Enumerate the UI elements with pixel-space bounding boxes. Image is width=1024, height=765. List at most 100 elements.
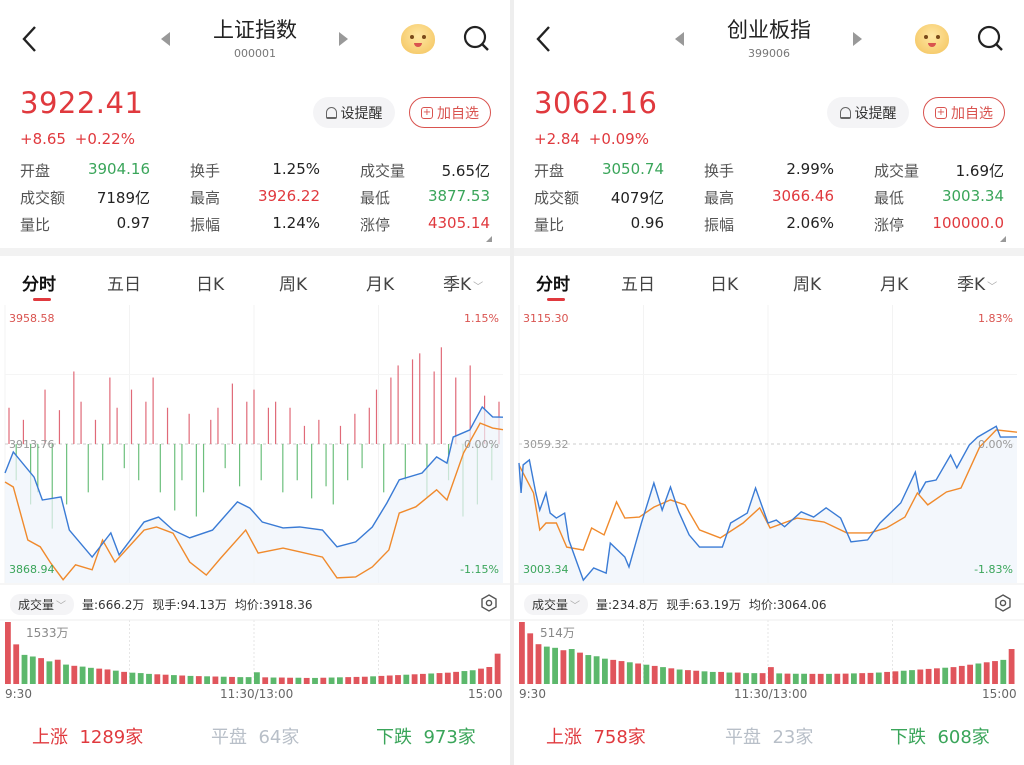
prev-stock-triangle-left-icon[interactable]	[161, 32, 170, 46]
volume-bar	[875, 672, 882, 684]
volume-bar	[436, 673, 443, 684]
volume-bar	[759, 673, 766, 684]
volume-max-label: 1533万	[26, 626, 69, 640]
decliners-count[interactable]: 下跌 608家	[890, 723, 990, 749]
volume-bar	[129, 672, 136, 684]
stat-value: 0.96	[630, 214, 664, 232]
volume-bar	[950, 667, 957, 684]
tab-1[interactable]: 五日	[107, 270, 141, 295]
time-label-midday: 11:30/13:00	[220, 687, 294, 701]
tab-0[interactable]: 分时	[536, 270, 570, 295]
volume-bar	[784, 673, 791, 684]
tab-label: 月K	[880, 275, 909, 295]
next-stock-triangle-right-icon[interactable]	[853, 32, 862, 46]
stat-label: 最高	[190, 189, 221, 207]
advancers-count[interactable]: 上涨 758家	[546, 723, 646, 749]
intraday-chart[interactable]: 3115.30 3059.32 3003.34 1.83% 0.00% -1.83%	[514, 302, 1024, 592]
next-stock-triangle-right-icon[interactable]	[339, 32, 348, 46]
search-icon[interactable]	[976, 24, 1004, 52]
current-hand-value: 现手:63.19万	[666, 598, 741, 612]
tab-0[interactable]: 分时	[22, 270, 56, 295]
volume-bar	[701, 671, 708, 684]
advancers-count[interactable]: 上涨 1289家	[32, 723, 143, 749]
add-watchlist-button[interactable]: + 加自选	[923, 97, 1005, 128]
stat-label: 换手	[190, 162, 221, 180]
tab-3[interactable]: 周K	[793, 270, 821, 295]
volume-bar	[220, 676, 227, 684]
unchanged-count[interactable]: 平盘 23家	[725, 723, 813, 749]
add-watchlist-button[interactable]: + 加自选	[409, 97, 491, 128]
active-tab-indicator	[547, 298, 565, 301]
tab-5[interactable]: 季K ﹀	[443, 270, 483, 295]
volume-bar	[395, 675, 401, 684]
mascot-icon[interactable]	[401, 24, 435, 54]
settings-hexagon-icon[interactable]	[994, 594, 1012, 612]
tab-5[interactable]: 季K ﹀	[957, 270, 997, 295]
set-alert-button[interactable]: 设提醒	[313, 97, 395, 128]
volume-bar	[751, 673, 758, 684]
volume-bar	[29, 656, 36, 684]
stat-value: 1.25%	[272, 160, 320, 178]
stat-label: 成交额	[534, 189, 580, 207]
volume-bar	[5, 622, 11, 684]
volume-bar	[909, 670, 915, 684]
settings-hexagon-icon[interactable]	[480, 594, 498, 612]
stat-value: 3050.74	[601, 160, 664, 178]
y-top-label: 3115.30	[523, 312, 569, 325]
tab-label: 五日	[621, 275, 655, 295]
stock-code: 000001	[234, 47, 276, 60]
volume-bar	[743, 673, 749, 684]
search-icon[interactable]	[462, 24, 490, 52]
volume-bar	[967, 664, 974, 684]
decliners-count[interactable]: 下跌 973家	[376, 723, 476, 749]
tab-2[interactable]: 日K	[710, 270, 738, 295]
back-chevron-left-icon[interactable]	[532, 24, 556, 54]
average-price-value: 均价:3064.06	[748, 598, 827, 612]
volume-bar	[676, 669, 683, 684]
stat-label: 换手	[704, 162, 735, 180]
expand-corner-icon[interactable]	[486, 236, 492, 242]
set-alert-button[interactable]: 设提醒	[827, 97, 909, 128]
stat-value: 1.24%	[272, 214, 320, 232]
tab-4[interactable]: 月K	[880, 270, 908, 295]
volume-bar	[577, 652, 583, 684]
volume-bar	[478, 668, 484, 684]
volume-bar	[54, 659, 61, 684]
stat-value: 100000.0	[932, 214, 1004, 232]
tab-label: 周K	[279, 275, 308, 295]
tab-3[interactable]: 周K	[279, 270, 307, 295]
y-mid-label: 3913.76	[9, 438, 55, 451]
volume-bar	[386, 675, 393, 684]
tab-1[interactable]: 五日	[621, 270, 655, 295]
mascot-icon[interactable]	[915, 24, 949, 54]
time-label-close: 15:00	[468, 687, 503, 701]
prev-stock-triangle-left-icon[interactable]	[675, 32, 684, 46]
stat-label: 涨停	[874, 216, 905, 234]
volume-bar	[734, 672, 741, 684]
decliners-label: 下跌	[376, 727, 412, 748]
indicator-selector[interactable]: 成交量 ﹀	[524, 594, 589, 615]
back-chevron-left-icon[interactable]	[18, 24, 42, 54]
volume-bar	[651, 665, 658, 684]
volume-header: 成交量 ﹀ 量:234.8万 现手:63.19万 均价:3064.06	[524, 594, 827, 615]
volume-bar	[428, 673, 435, 684]
volume-bar	[560, 650, 567, 684]
volume-bar	[552, 647, 559, 684]
intraday-chart[interactable]: 3958.58 3913.76 3868.94 1.15% 0.00% -1.15%	[0, 302, 510, 592]
unchanged-count[interactable]: 平盘 64家	[211, 723, 299, 749]
volume-bar	[411, 674, 418, 684]
volume-bar	[146, 673, 152, 684]
indicator-selector[interactable]: 成交量 ﹀	[10, 594, 75, 615]
tab-2[interactable]: 日K	[196, 270, 224, 295]
volume-bar	[403, 674, 410, 684]
expand-corner-icon[interactable]	[1000, 236, 1006, 242]
volume-bar	[917, 669, 924, 684]
tab-label: 月K	[366, 275, 395, 295]
volume-bar	[809, 673, 816, 684]
volume-bar	[635, 663, 642, 684]
volume-bar	[287, 677, 294, 684]
tab-4[interactable]: 月K	[366, 270, 394, 295]
volume-bar	[370, 676, 377, 684]
add-watchlist-label: 加自选	[437, 105, 479, 122]
time-label-midday: 11:30/13:00	[734, 687, 808, 701]
